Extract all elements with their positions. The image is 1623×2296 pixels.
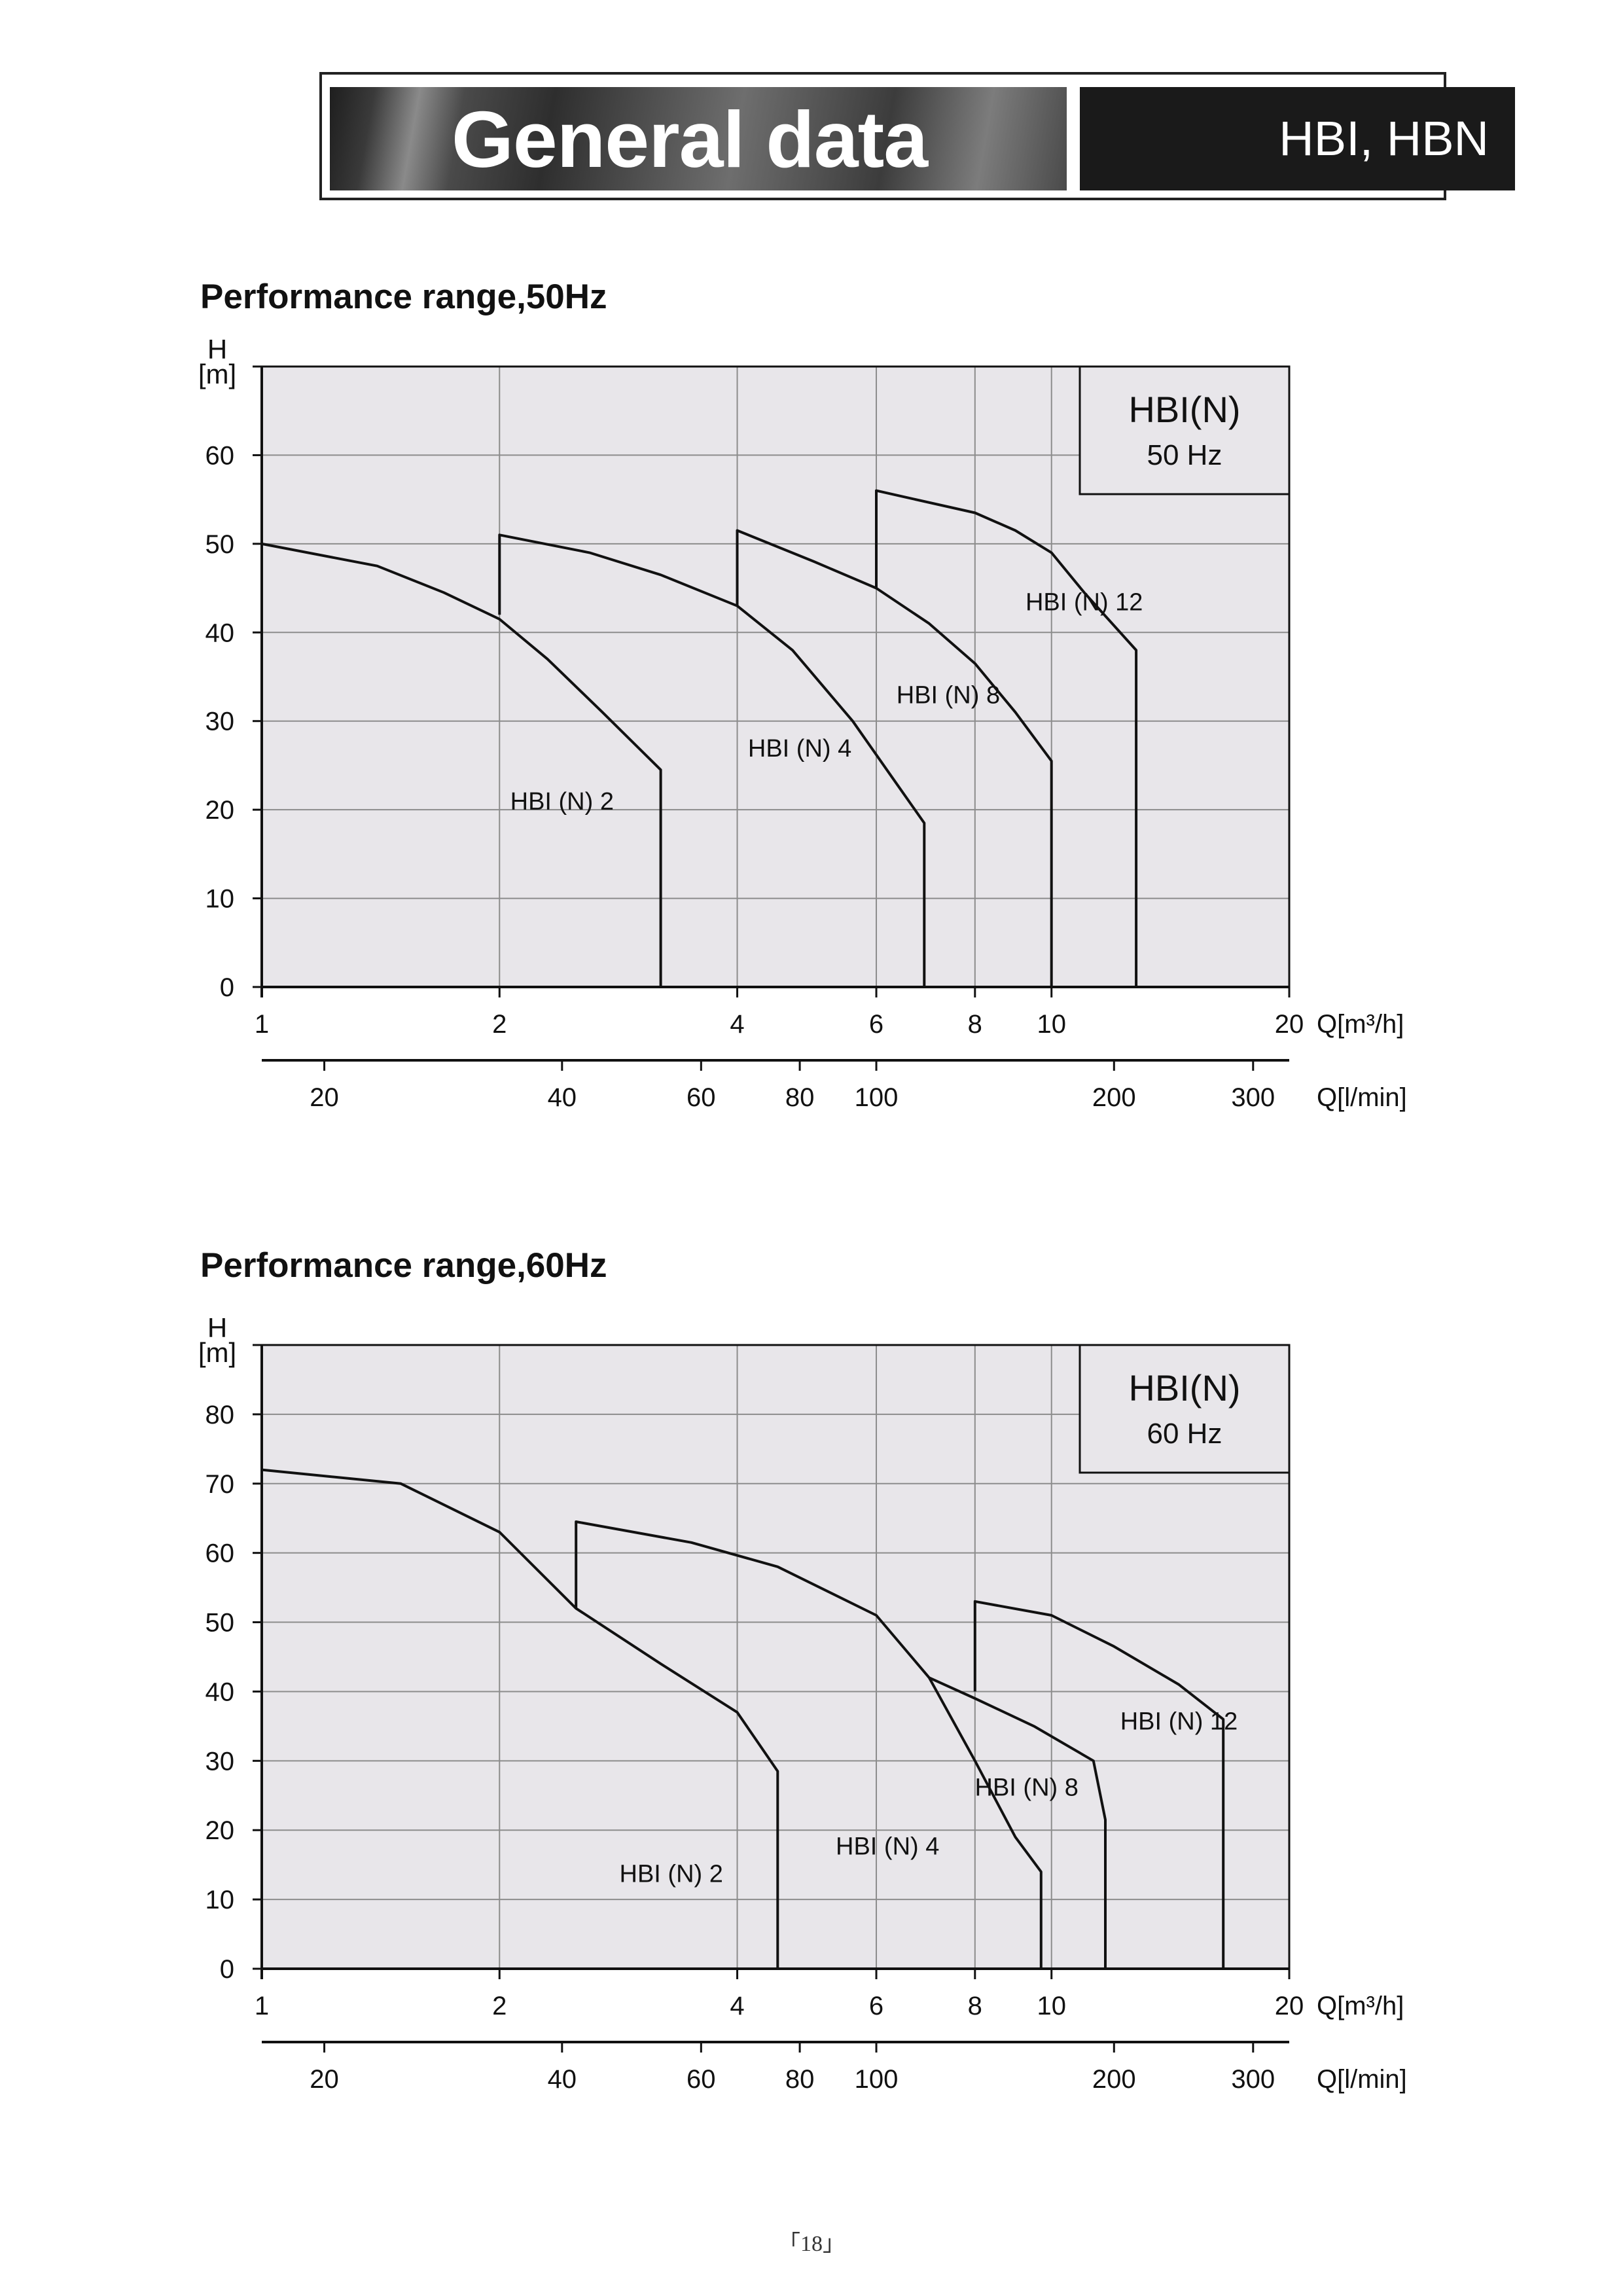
- x-tick-label: 4: [730, 1010, 744, 1039]
- series-label: HBI (N) 4: [748, 735, 851, 762]
- page-number: 「18」: [778, 2232, 845, 2256]
- x2-tick-label: 200: [1092, 1083, 1136, 1112]
- legend-frequency: 50 Hz: [1147, 439, 1222, 471]
- x2-tick-label: 100: [855, 1083, 899, 1112]
- legend-model: HBI(N): [1128, 389, 1240, 430]
- page-title: General data: [452, 95, 928, 184]
- x-axis-label: Q[m³/h]: [1317, 1992, 1404, 2020]
- x2-tick-label: 60: [687, 1083, 716, 1112]
- x2-tick-label: 20: [310, 1083, 339, 1112]
- x-tick-label: 10: [1037, 1010, 1066, 1039]
- x2-tick-label: 80: [785, 1083, 815, 1112]
- y-tick-label: 50: [205, 530, 235, 559]
- y-tick-label: 20: [205, 796, 235, 825]
- series-label: HBI (N) 2: [620, 1861, 723, 1888]
- y-tick-label: 40: [205, 619, 235, 647]
- series-label: HBI (N) 8: [975, 1774, 1079, 1801]
- y-tick-label: 30: [205, 1747, 235, 1776]
- chart-title-50hz: Performance range,50Hz: [200, 278, 607, 316]
- x2-tick-label: 60: [687, 2065, 716, 2094]
- series-label: HBI (N) 12: [1120, 1708, 1238, 1736]
- series-curve: [928, 1676, 1107, 1969]
- x-axis-label: Q[m³/h]: [1317, 1010, 1404, 1039]
- model-banner: [1080, 87, 1515, 190]
- x2-tick-label: 300: [1231, 2065, 1275, 2094]
- y-tick-label: 20: [205, 1816, 235, 1845]
- y-tick-label: 70: [205, 1470, 235, 1499]
- y-axis-label-unit: [m]: [198, 359, 236, 389]
- x2-tick-label: 40: [548, 2065, 577, 2094]
- y-tick-label: 10: [205, 885, 235, 914]
- x2-tick-label: 40: [548, 1083, 577, 1112]
- legend-box: [1079, 1344, 1291, 1474]
- series-curve: [736, 529, 1053, 987]
- series-label: HBI (N) 4: [836, 1833, 939, 1860]
- y-axis-label-unit: [m]: [198, 1337, 236, 1368]
- y-tick-label: 0: [220, 973, 234, 1002]
- x-tick-label: 6: [869, 1010, 883, 1039]
- series-curve: [575, 1520, 1043, 1969]
- y-tick-label: 10: [205, 1886, 235, 1914]
- y-tick-label: 30: [205, 708, 235, 736]
- legend-model: HBI(N): [1128, 1367, 1240, 1408]
- x-tick-label: 1: [255, 1010, 269, 1039]
- title-banner: [330, 87, 1067, 190]
- performance-chart-50hz: 0 10 20 30 40 50 60 1 2 4 6 8 10 20 H[m] Q[m³/h] 20 40 60 8…: [198, 334, 1407, 1112]
- y-axis-label-h: H: [207, 334, 227, 365]
- series-label: HBI (N) 2: [510, 788, 614, 816]
- series-label: HBI (N) 12: [1026, 588, 1143, 616]
- x-tick-label: 2: [492, 1010, 507, 1039]
- x2-tick-label: 300: [1231, 1083, 1275, 1112]
- y-tick-label: 60: [205, 1539, 235, 1568]
- y-axis-label-h: H: [207, 1312, 227, 1343]
- x2-tick-label: 100: [855, 2065, 899, 2094]
- x-tick-label: 10: [1037, 1992, 1066, 2020]
- legend-box: [1079, 365, 1291, 495]
- x-tick-label: 1: [255, 1992, 269, 2020]
- x-tick-label: 2: [492, 1992, 507, 2020]
- chart-title-60hz: Performance range,60Hz: [200, 1246, 607, 1285]
- series-curve: [261, 1468, 779, 1969]
- series-curve: [498, 533, 926, 987]
- performance-chart-60hz: 0 10 20 30 40 50 60 70 80 1 2 4 6 8 10 20 H[m] Q[m³/h] 20 4…: [198, 1312, 1407, 2094]
- x2-tick-label: 80: [785, 2065, 815, 2094]
- x2-tick-label: 20: [310, 2065, 339, 2094]
- x-tick-label: 20: [1275, 1992, 1304, 2020]
- legend-frequency: 60 Hz: [1147, 1418, 1222, 1450]
- x-tick-label: 8: [968, 1010, 982, 1039]
- x2-tick-label: 200: [1092, 2065, 1136, 2094]
- y-tick-label: 60: [205, 441, 235, 470]
- x2-axis-label: Q[l/min]: [1317, 2065, 1407, 2094]
- series-curve: [973, 1600, 1225, 1969]
- y-tick-label: 50: [205, 1609, 235, 1638]
- x-tick-label: 20: [1275, 1010, 1304, 1039]
- x-tick-label: 8: [968, 1992, 982, 2020]
- y-tick-label: 80: [205, 1401, 235, 1429]
- series-curve: [875, 489, 1138, 987]
- x2-axis-label: Q[l/min]: [1317, 1083, 1407, 1112]
- y-tick-label: 40: [205, 1677, 235, 1706]
- model-label: HBI, HBN: [1279, 111, 1489, 166]
- series-curve: [261, 542, 662, 987]
- x-tick-label: 6: [869, 1992, 883, 2020]
- y-tick-label: 0: [220, 1955, 234, 1984]
- x-tick-label: 4: [730, 1992, 744, 2020]
- series-label: HBI (N) 8: [897, 682, 1000, 709]
